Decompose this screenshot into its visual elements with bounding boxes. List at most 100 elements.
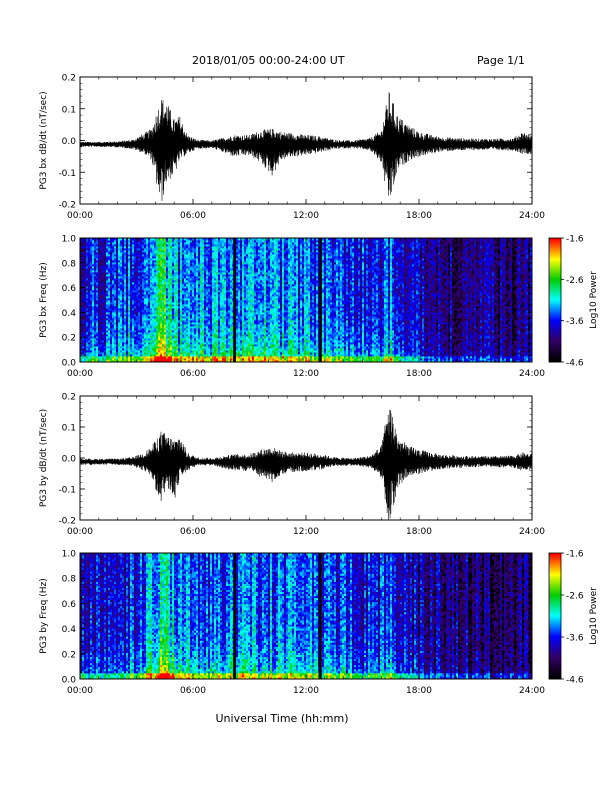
spectrogram-cell <box>82 276 85 279</box>
spectrogram-cell <box>174 336 177 339</box>
spectrogram-cell <box>116 278 119 281</box>
spectrogram-cell <box>118 354 121 357</box>
spectrogram-cell <box>184 314 187 317</box>
spectrogram-cell <box>114 296 117 299</box>
spectrogram-cell <box>86 282 89 285</box>
spectrogram-cell <box>86 348 89 351</box>
spectrogram-cell <box>184 286 187 289</box>
spectrogram-cell <box>118 272 121 275</box>
spectrogram-cell <box>166 306 169 309</box>
spectrogram-cell <box>178 262 181 265</box>
spectrogram-cell <box>120 300 123 303</box>
spectrogram-cell <box>180 306 183 309</box>
spectrogram-cell <box>108 244 111 247</box>
spectrogram-cell <box>124 260 127 263</box>
spectrogram-cell <box>128 352 131 355</box>
spectrogram-cell <box>180 304 183 307</box>
spectrogram-cell <box>152 254 155 257</box>
spectrogram-cell <box>132 346 135 349</box>
spectrogram-cell <box>178 312 181 315</box>
spectrogram-cell <box>150 356 153 359</box>
spectrogram-cell <box>118 336 121 339</box>
spectrogram-cell <box>158 348 161 351</box>
spectrogram-cell <box>162 340 165 343</box>
spectrogram-cell <box>146 340 149 343</box>
spectrogram-cell <box>126 346 129 349</box>
spectrogram-cell <box>84 334 87 337</box>
spectrogram-cell <box>104 310 107 313</box>
spectrogram-cell <box>94 330 97 333</box>
spectrogram-cell <box>136 242 139 245</box>
spectrogram-cell <box>156 320 159 323</box>
spectrogram-cell <box>134 344 137 347</box>
spectrogram-cell <box>80 322 83 325</box>
spectrogram-cell <box>168 298 171 301</box>
spectrogram-cell <box>166 242 169 245</box>
spectrogram-cell <box>118 292 121 295</box>
spectrogram-cell <box>114 244 117 247</box>
spectrogram-cell <box>106 286 109 289</box>
spectrogram-cell <box>158 260 161 263</box>
spectrogram-cell <box>92 326 95 329</box>
spectrogram-cell <box>124 254 127 257</box>
spectrogram-cell <box>96 318 99 321</box>
spectrogram-cell <box>116 248 119 251</box>
spectrogram-cell <box>112 294 115 297</box>
spectrogram-cell <box>88 262 91 265</box>
spectrogram-cell <box>130 306 133 309</box>
spectrogram-cell <box>86 324 89 327</box>
spectrogram-cell <box>148 298 151 301</box>
spectrogram-cell <box>180 330 183 333</box>
spectrogram-cell <box>94 344 97 347</box>
spectrogram-cell <box>118 360 121 363</box>
spectrogram-cell <box>178 242 181 245</box>
spectrogram-cell <box>146 248 149 251</box>
spectrogram-cell <box>132 254 135 257</box>
spectrogram-cell <box>104 242 107 245</box>
spectrogram-cell <box>98 318 101 321</box>
spectrogram-cell <box>90 258 93 261</box>
spectrogram-cell <box>158 342 161 345</box>
spectrogram-cell <box>186 290 189 293</box>
spectrogram-cell <box>128 254 131 257</box>
spectrogram-cell <box>186 312 189 315</box>
spectrogram-cell <box>142 358 145 361</box>
spectrogram-cell <box>120 296 123 299</box>
spectrogram-cell <box>138 258 141 261</box>
spectrogram-cell <box>144 254 147 257</box>
spectrogram-cell <box>104 360 107 363</box>
spectrogram-cell <box>102 296 105 299</box>
spectrogram-cell <box>86 340 89 343</box>
spectrogram-cell <box>158 298 161 301</box>
spectrogram-cell <box>116 326 119 329</box>
spectrogram-cell <box>110 258 113 261</box>
spectrogram-cell <box>84 338 87 341</box>
spectrogram-cell <box>134 326 137 329</box>
spectrogram-cell <box>156 284 159 287</box>
spectrogram-cell <box>158 338 161 341</box>
spectrogram-cell <box>184 246 187 249</box>
spectrogram-cell <box>130 300 133 303</box>
spectrogram-cell <box>94 350 97 353</box>
spectrogram-cell <box>168 284 171 287</box>
spectrogram-cell <box>132 356 135 359</box>
spectrogram-cell <box>90 240 93 243</box>
spectrogram-cell <box>170 314 173 317</box>
spectrogram-cell <box>114 354 117 357</box>
spectrogram-cell <box>144 336 147 339</box>
spectrogram-cell <box>134 242 137 245</box>
spectrogram-cell <box>92 300 95 303</box>
spectrogram-cell <box>120 250 123 253</box>
spectrogram-cell <box>170 338 173 341</box>
spectrogram-cell <box>172 258 175 261</box>
spectrogram-cell <box>164 342 167 345</box>
spectrogram-cell <box>128 312 131 315</box>
spectrogram-cell <box>160 244 163 247</box>
spectrogram-cell <box>116 276 119 279</box>
spectrogram-cell <box>154 272 157 275</box>
spectrogram-cell <box>106 284 109 287</box>
spectrogram-cell <box>92 258 95 261</box>
spectrogram-cell <box>108 354 111 357</box>
spectrogram-cell <box>156 304 159 307</box>
spectrogram-cell <box>168 252 171 255</box>
